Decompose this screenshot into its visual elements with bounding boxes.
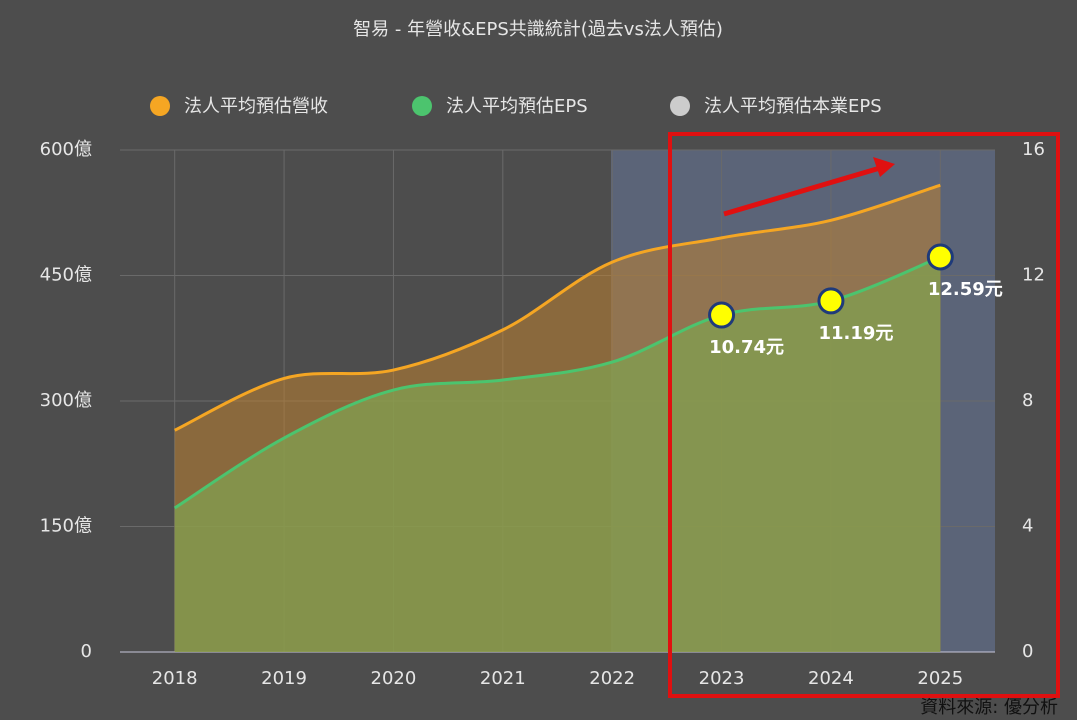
value-label: 10.74元 [709,337,784,358]
x-tick-label: 2025 [917,668,963,689]
line [173,255,941,510]
legend-marker [670,96,690,116]
plot: 2018 2019 2020 2021 2022 2023 2024 2025 0 150億 300… [40,96,1045,689]
source: 資料來源: 優分析 [920,697,1058,718]
x-tick-label: 2023 [699,668,745,689]
legend-label: 法人平均預估EPS [446,96,588,117]
y-tick-label: 150億 [40,516,92,537]
y2-tick-label: 4 [1022,516,1033,537]
highlight-box [668,132,1060,698]
legend-label: 法人平均預估營收 [184,96,328,117]
value-label: 12.59元 [928,279,1003,300]
value-label: 11.19元 [818,323,893,344]
trend-arrow-head [873,157,895,177]
highlight-point [926,243,954,271]
highlight-point [708,301,736,329]
x-tick-label: 2024 [808,668,854,689]
x-tick-label: 2021 [480,668,526,689]
y-tick-label: 300億 [40,390,92,411]
x-tick-label: 2020 [371,668,417,689]
y2-tick-label: 12 [1022,265,1045,286]
y-tick-label: 450億 [40,265,92,286]
x-tick-label: 2022 [589,668,635,689]
x-tick-label: 2018 [152,668,198,689]
highlight-point [817,287,845,315]
legend-marker [150,96,170,116]
y2-tick-label: 8 [1022,390,1033,411]
trend-arrow [723,165,881,217]
y2-tick-label: 16 [1022,139,1045,160]
line [174,183,941,432]
y-tick-label: 600億 [40,139,92,160]
legend-marker [412,96,432,116]
area [174,256,941,652]
x-tick-label: 2019 [261,668,307,689]
legend-label: 法人平均預估本業EPS [704,96,882,117]
y2-tick-label: 0 [1022,641,1033,662]
y-tick-label: 0 [81,641,92,662]
chart-title: 智易 - 年營收&EPS共識統計(過去vs法人預估) [353,19,723,40]
